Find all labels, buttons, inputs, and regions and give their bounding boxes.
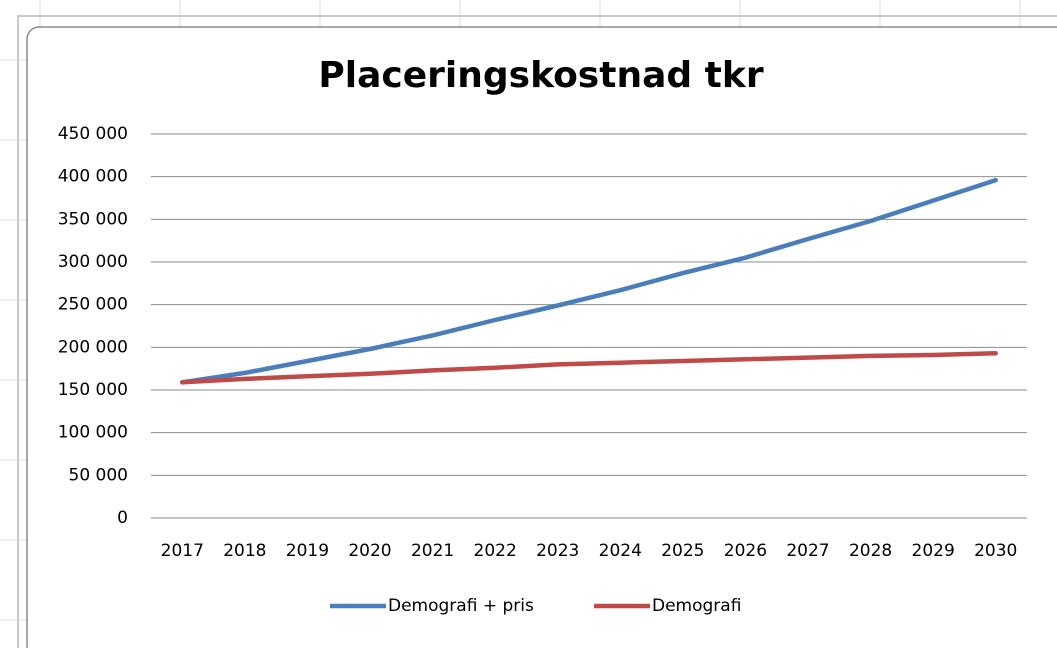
x-tick-label: 2019 — [286, 541, 329, 561]
x-tick-label: 2026 — [724, 541, 767, 561]
y-tick-label: 200 000 — [58, 337, 128, 357]
x-tick-label: 2017 — [161, 541, 204, 561]
selection-frame — [17, 15, 1057, 648]
y-tick-label: 100 000 — [58, 423, 128, 443]
x-tick-label: 2018 — [223, 541, 266, 561]
sheet-grid — [0, 0, 1021, 621]
x-tick-label: 2023 — [536, 541, 579, 561]
y-tick-label: 0 — [117, 508, 128, 528]
y-tick-label: 350 000 — [58, 209, 128, 229]
y-tick-label: 450 000 — [58, 124, 128, 144]
legend-label: Demografi — [652, 596, 741, 616]
series-line — [180, 177, 998, 385]
x-tick-label: 2022 — [474, 541, 517, 561]
y-tick-label: 50 000 — [69, 465, 128, 485]
series-line — [180, 351, 998, 385]
legend-label: Demografi + pris — [388, 596, 534, 616]
y-tick-label: 150 000 — [58, 380, 128, 400]
x-tick-label: 2021 — [411, 541, 454, 561]
x-tick-label: 2028 — [849, 541, 892, 561]
x-tick-label: 2025 — [661, 541, 704, 561]
x-tick-label: 2027 — [786, 541, 829, 561]
x-tick-label: 2029 — [912, 541, 955, 561]
y-tick-label: 250 000 — [58, 295, 128, 315]
chart-title: Placeringskostnad tkr — [318, 55, 763, 96]
plot: 0 50 000 100 000 150 000 200 000 250 000 300 0… — [58, 124, 1027, 616]
x-tick-label: 2020 — [348, 541, 391, 561]
chart-area[interactable] — [26, 26, 1057, 648]
x-tick-label: 2030 — [974, 541, 1017, 561]
y-tick-label: 400 000 — [58, 167, 128, 187]
x-tick-label: 2024 — [599, 541, 642, 561]
y-tick-label: 300 000 — [58, 252, 128, 272]
